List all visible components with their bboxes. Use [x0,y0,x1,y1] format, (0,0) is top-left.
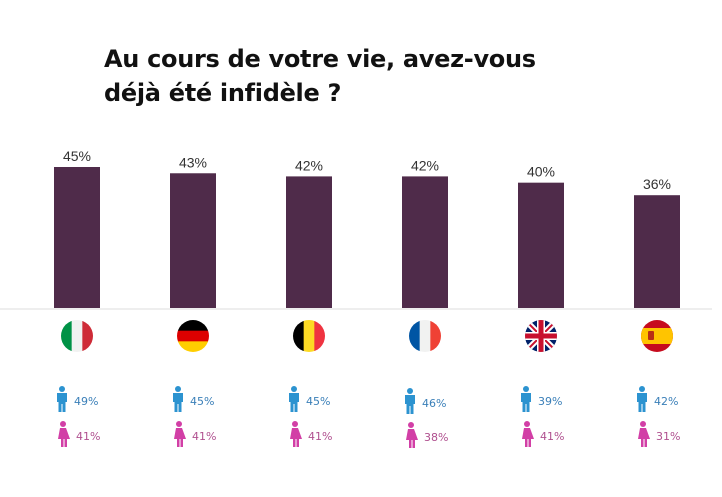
spain-flag-icon [641,320,673,352]
male-stat: 45% [172,386,214,417]
female-icon [404,422,418,453]
gender-percentage: 41% [308,430,333,443]
bar-belgique [286,176,332,308]
germany-flag-icon [177,320,209,352]
bar-value-label: 43% [179,154,207,170]
male-stat: 42% [636,386,678,417]
uk-flag-icon [525,320,557,352]
male-icon [404,388,416,419]
bar-espagne [634,195,680,308]
france-flag-icon [409,320,441,352]
male-stat: 49% [56,386,98,417]
female-stat: 41% [172,421,216,452]
female-icon [636,421,650,452]
female-icon [172,421,186,452]
bar-allemagne [170,173,216,308]
italy-flag-icon [61,320,93,352]
bar-italie [54,167,100,308]
gender-percentage: 46% [422,397,447,410]
female-stat: 41% [56,421,100,452]
female-icon [520,421,534,452]
female-stat: 41% [288,421,332,452]
gender-percentage: 45% [306,395,331,408]
gender-percentage: 41% [540,430,565,443]
gender-percentage: 39% [538,395,563,408]
male-icon [520,386,532,417]
bar-value-label: 40% [527,164,555,180]
gender-percentage: 38% [424,431,449,444]
male-icon [636,386,648,417]
gender-percentage: 42% [654,395,679,408]
bar-value-label: 42% [411,157,439,173]
male-icon [172,386,184,417]
male-icon [288,386,300,417]
chart-title: Au cours de votre vie, avez-vous déjà ét… [104,45,536,107]
gender-percentage: 49% [74,395,99,408]
female-stat: 31% [636,421,680,452]
bar-value-label: 42% [295,157,323,173]
gender-percentage: 41% [76,430,101,443]
gender-percentage: 31% [656,430,681,443]
gender-percentage: 41% [192,430,217,443]
bar-france [402,176,448,308]
male-icon [56,386,68,417]
bar-value-label: 36% [643,176,671,192]
belgium-flag-icon [293,320,325,352]
male-stat: 45% [288,386,330,417]
male-stat: 46% [404,388,446,419]
female-stat: 41% [520,421,564,452]
bar-royaume-uni [518,182,564,308]
male-stat: 39% [520,386,562,417]
female-icon [288,421,302,452]
bar-value-label: 45% [63,148,91,164]
female-stat: 38% [404,422,448,453]
gender-percentage: 45% [190,395,215,408]
female-icon [56,421,70,452]
